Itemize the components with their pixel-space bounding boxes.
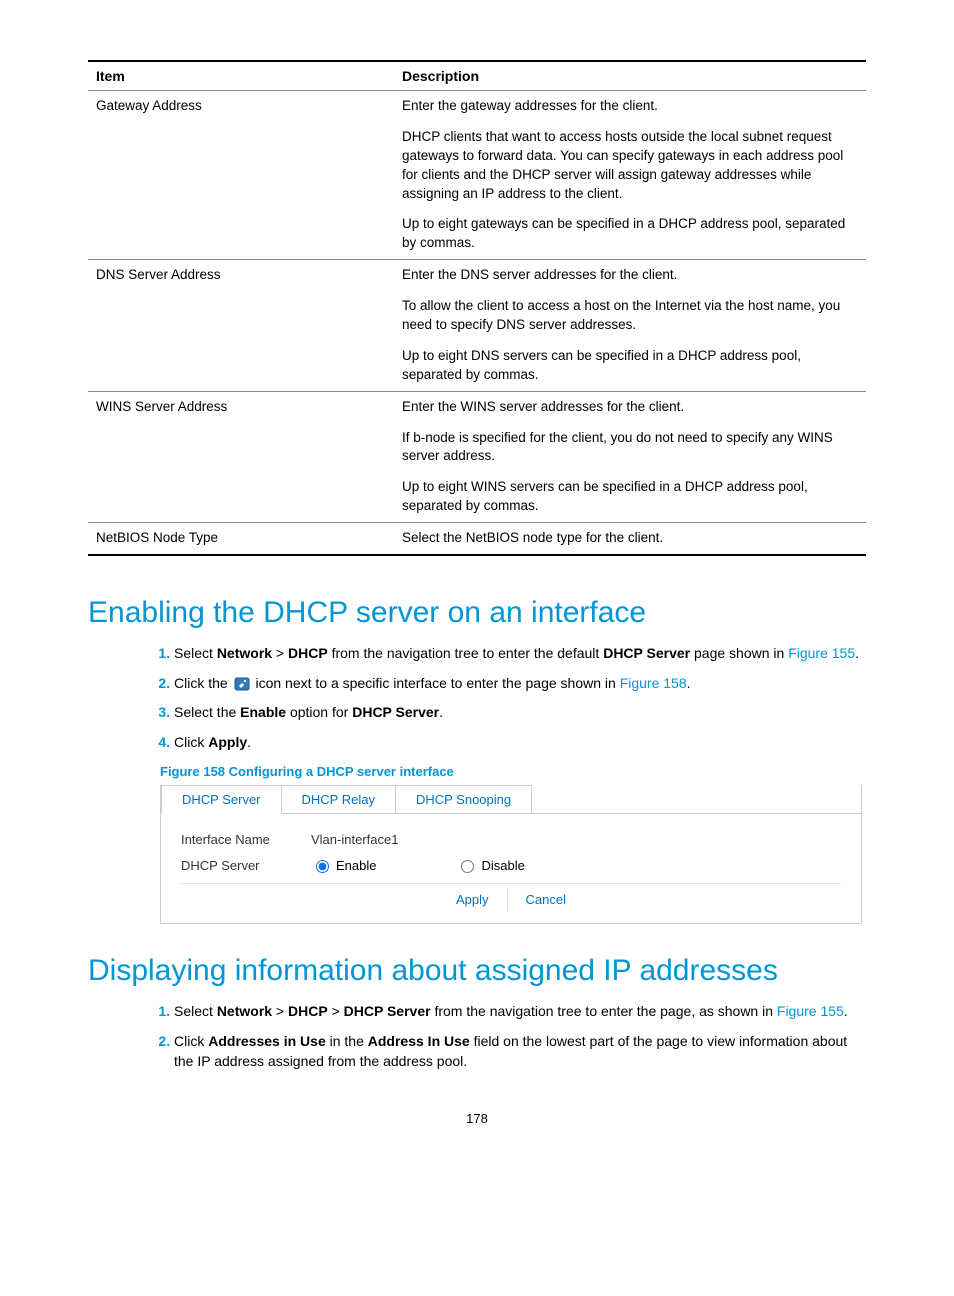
tab-dhcp-snooping[interactable]: DHCP Snooping	[396, 785, 532, 813]
table-desc: Select the NetBIOS node type for the cli…	[394, 523, 866, 555]
step-2: Click the icon next to a specific interf…	[174, 674, 866, 694]
section-heading-display: Displaying information about assigned IP…	[88, 954, 866, 988]
table-desc: To allow the client to access a host on …	[394, 291, 866, 341]
page-number: 178	[88, 1111, 866, 1126]
apply-button[interactable]: Apply	[438, 888, 508, 911]
step-1: Select Network > DHCP from the navigatio…	[174, 644, 866, 664]
parameter-table: Item Description Gateway Address Enter t…	[88, 60, 866, 556]
figure-link-155[interactable]: Figure 155	[777, 1003, 844, 1019]
table-desc: If b-node is specified for the client, y…	[394, 423, 866, 473]
figure-link-158[interactable]: Figure 158	[620, 675, 687, 691]
figure-link-155[interactable]: Figure 155	[788, 645, 855, 661]
value-interface-name: Vlan-interface1	[311, 832, 461, 847]
table-desc: Enter the DNS server addresses for the c…	[394, 260, 866, 291]
steps-enable: Select Network > DHCP from the navigatio…	[88, 644, 866, 752]
col-item: Item	[88, 61, 394, 91]
radio-disable[interactable]: Disable	[456, 857, 524, 873]
table-item: Gateway Address	[88, 91, 394, 260]
table-desc: Up to eight WINS servers can be specifie…	[394, 472, 866, 522]
table-desc: DHCP clients that want to access hosts o…	[394, 122, 866, 210]
table-desc: Enter the WINS server addresses for the …	[394, 391, 866, 422]
table-desc: Up to eight DNS servers can be specified…	[394, 341, 866, 391]
table-desc: Enter the gateway addresses for the clie…	[394, 91, 866, 122]
steps-display: Select Network > DHCP > DHCP Server from…	[88, 1002, 866, 1071]
tab-bar: DHCP Server DHCP Relay DHCP Snooping	[161, 785, 861, 814]
figure-158: DHCP Server DHCP Relay DHCP Snooping Int…	[160, 785, 862, 924]
step-4: Click Apply.	[174, 733, 866, 753]
figure-caption: Figure 158 Configuring a DHCP server int…	[160, 764, 866, 779]
label-dhcp-server: DHCP Server	[181, 858, 311, 873]
radio-disable-input[interactable]	[461, 860, 474, 873]
table-desc: Up to eight gateways can be specified in…	[394, 209, 866, 259]
table-item: NetBIOS Node Type	[88, 523, 394, 555]
label-interface-name: Interface Name	[181, 832, 311, 847]
step-1: Select Network > DHCP > DHCP Server from…	[174, 1002, 866, 1022]
radio-enable[interactable]: Enable	[311, 857, 376, 873]
tab-dhcp-relay[interactable]: DHCP Relay	[282, 785, 396, 813]
col-desc: Description	[394, 61, 866, 91]
radio-enable-input[interactable]	[316, 860, 329, 873]
table-item: WINS Server Address	[88, 391, 394, 522]
table-item: DNS Server Address	[88, 260, 394, 391]
step-3: Select the Enable option for DHCP Server…	[174, 703, 866, 723]
step-2: Click Addresses in Use in the Address In…	[174, 1032, 866, 1071]
edit-icon	[234, 677, 250, 691]
cancel-button[interactable]: Cancel	[508, 888, 584, 911]
section-heading-enable: Enabling the DHCP server on an interface	[88, 596, 866, 630]
tab-dhcp-server[interactable]: DHCP Server	[161, 785, 282, 814]
